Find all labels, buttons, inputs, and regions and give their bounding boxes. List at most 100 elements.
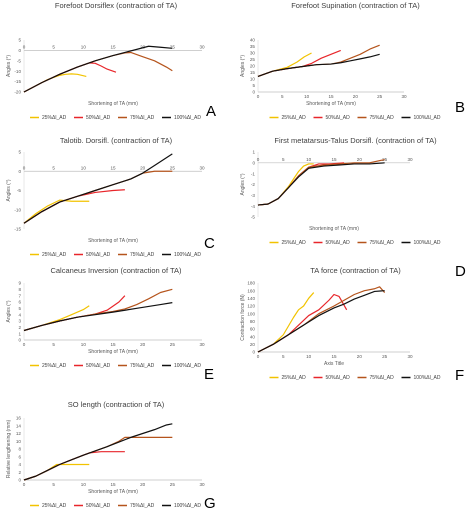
legend-label: 50%Δl_AD: [326, 115, 351, 121]
legend-label: 50%Δl_AD: [86, 252, 111, 258]
legend-label: 25%Δl_AD: [42, 252, 67, 258]
series-line-50: [23, 189, 125, 224]
x-tick-label: 15: [110, 44, 116, 49]
series-line-100: [23, 153, 173, 224]
x-axis-label: Shortening of TA (mm): [88, 489, 138, 495]
y-tick-label: 180: [247, 281, 255, 286]
legend-label: 50%Δl_AD: [326, 375, 351, 381]
x-tick-label: 25: [170, 482, 176, 487]
y-tick-label: 40: [250, 334, 256, 339]
chart-title: Calcaneus Inversion (contraction of TA): [50, 266, 182, 275]
y-tick-label: 14: [16, 423, 22, 428]
y-tick-label: -4: [251, 204, 256, 209]
chart-title: SO length (contraction of TA): [68, 400, 165, 409]
y-tick-label: 0: [252, 90, 255, 95]
x-tick-label: 20: [140, 165, 146, 170]
legend-label: 75%Δl_AD: [370, 115, 395, 121]
x-tick-label: 30: [407, 157, 413, 162]
y-tick-label: -15: [14, 227, 21, 232]
legend-label: 75%Δl_AD: [130, 115, 155, 121]
x-tick-label: 0: [23, 482, 26, 487]
y-tick-label: 0: [18, 478, 21, 483]
x-tick-label: 5: [52, 165, 55, 170]
x-tick-label: 15: [328, 94, 334, 99]
x-tick-label: 15: [331, 157, 337, 162]
series-line-100: [23, 302, 173, 332]
series-line-75: [23, 170, 173, 224]
y-tick-label: -5: [251, 215, 256, 220]
series-line-75: [257, 44, 380, 77]
y-tick-label: 12: [16, 431, 22, 436]
x-axis-label: Axis Title: [324, 361, 344, 367]
x-tick-label: 10: [306, 157, 312, 162]
x-tick-label: 25: [382, 354, 388, 359]
legend-label: 25%Δl_AD: [282, 375, 307, 381]
legend-label: 75%Δl_AD: [370, 240, 395, 246]
chart-title: Forefoot Dorsiflex (contraction of TA): [55, 1, 178, 10]
y-tick-label: 140: [247, 296, 255, 301]
legend-label: 75%Δl_AD: [130, 363, 155, 369]
x-tick-label: 5: [282, 354, 285, 359]
y-axis-label: Angles (°): [240, 173, 246, 195]
x-tick-label: 15: [110, 482, 116, 487]
legend-label: 50%Δl_AD: [86, 115, 111, 121]
legend-label: 25%Δl_AD: [282, 115, 307, 121]
series-line-100: [257, 53, 380, 77]
x-tick-label: 5: [282, 157, 285, 162]
series-line-25: [23, 463, 90, 481]
x-tick-label: 20: [140, 482, 146, 487]
series-line-25: [257, 292, 315, 353]
y-tick-label: -10: [14, 207, 21, 212]
y-tick-label: -10: [14, 69, 21, 74]
y-tick-label: -2: [251, 182, 256, 187]
legend-label: 50%Δl_AD: [86, 503, 111, 509]
y-tick-label: 2: [18, 325, 21, 330]
legend-label: 100%Δl_AD: [414, 375, 441, 381]
y-tick-label: 0: [18, 48, 21, 53]
legend-label: 25%Δl_AD: [282, 240, 307, 246]
y-tick-label: 5: [18, 150, 21, 155]
x-tick-label: 20: [140, 342, 146, 347]
y-axis-label: Angles (°): [6, 179, 12, 201]
x-tick-label: 30: [199, 44, 205, 49]
chart-title: First metatarsus-Talus Dorsifl. (contrac…: [274, 136, 437, 145]
y-tick-label: 120: [247, 304, 255, 309]
x-tick-label: 25: [382, 157, 388, 162]
y-tick-label: 6: [18, 454, 21, 459]
legend-label: 100%Δl_AD: [174, 363, 201, 369]
panel-letter: D: [455, 263, 466, 280]
legend-label: 75%Δl_AD: [130, 252, 155, 258]
x-tick-label: 0: [257, 157, 260, 162]
y-tick-label: -15: [14, 79, 21, 84]
series-line-25: [23, 199, 90, 224]
y-tick-label: 60: [250, 327, 256, 332]
x-tick-label: 25: [377, 94, 383, 99]
y-tick-label: -5: [17, 58, 22, 63]
x-tick-label: 10: [81, 165, 87, 170]
x-tick-label: 30: [199, 165, 205, 170]
x-tick-label: 10: [81, 44, 87, 49]
y-tick-label: 30: [250, 51, 256, 56]
x-tick-label: 20: [353, 94, 359, 99]
y-tick-label: 5: [18, 38, 21, 43]
panel-letter: C: [204, 235, 215, 252]
x-tick-label: 30: [199, 342, 205, 347]
chart-panel-f: TA force (contraction of TA) 0 5 10 15 20 25 30…: [240, 266, 464, 384]
y-tick-label: 20: [250, 64, 256, 69]
y-tick-label: 0: [18, 338, 21, 343]
chart-title: Talotib. Dorsifl. (contraction of TA): [60, 136, 173, 145]
x-tick-label: 0: [23, 165, 26, 170]
series-line-100: [257, 162, 385, 206]
series-line-50: [257, 293, 348, 353]
legend-label: 100%Δl_AD: [414, 115, 441, 121]
x-tick-label: 15: [110, 342, 116, 347]
chart-panel-a: Forefoot Dorsiflex (contraction of TA)0 5…: [6, 1, 216, 121]
series-line-75: [23, 436, 173, 481]
x-tick-label: 25: [170, 44, 176, 49]
x-tick-label: 20: [140, 44, 146, 49]
x-tick-label: 0: [23, 44, 26, 49]
x-tick-label: 0: [23, 342, 26, 347]
series-line-50: [23, 62, 117, 93]
y-tick-label: 16: [16, 416, 22, 421]
